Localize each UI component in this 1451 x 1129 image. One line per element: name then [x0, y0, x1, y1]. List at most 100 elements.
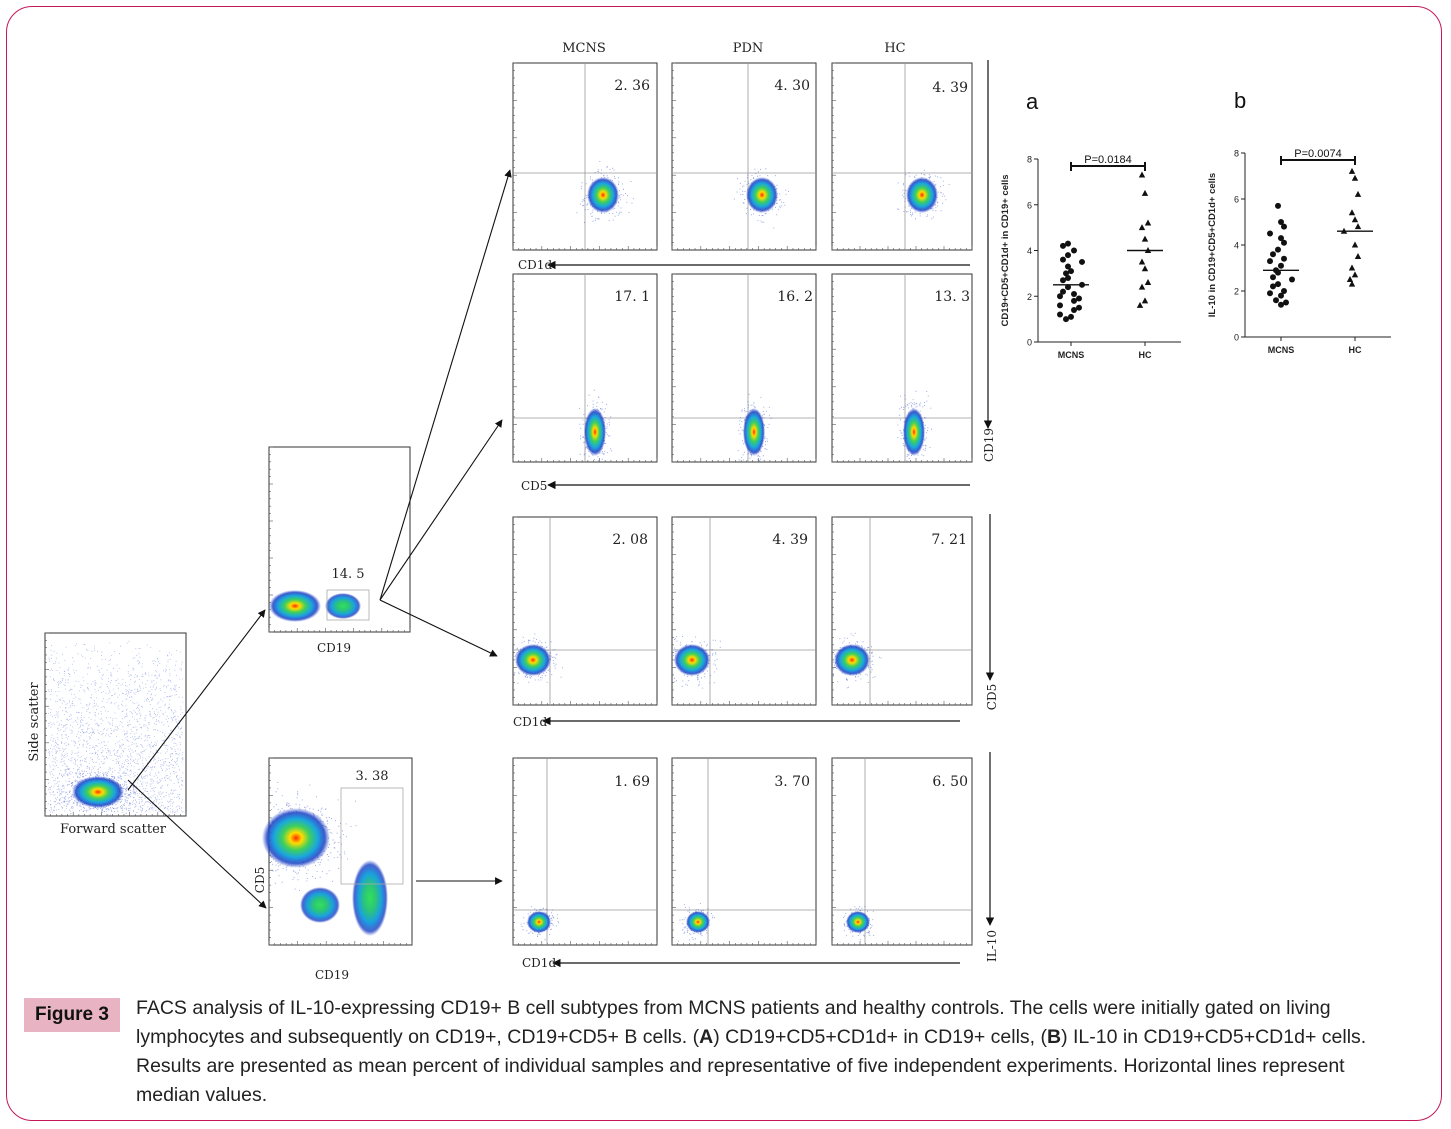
dotplot-ylabel: IL-10 in CD19+CD5+CD1d+ cells: [1207, 173, 1218, 317]
dotplot-point: [1136, 301, 1144, 308]
dotplot-b: b 0 2 4 6 8 MCNS HC IL-10 in CD19+CD5+CD1d+ cell…: [1207, 88, 1391, 355]
dotplot-point: [1348, 167, 1356, 174]
dotplot-point: [1071, 297, 1077, 304]
caption-bold-a: A: [699, 1026, 714, 1048]
dotplot-a: a 0 2 4 6 8 MCNS HC CD19+CD5+CD1d+ in CD19+ cell…: [1000, 89, 1181, 360]
dotplot-point: [1071, 290, 1077, 297]
dotplot-point: [1348, 264, 1356, 271]
value-r1-hc: 4. 39: [932, 80, 968, 96]
dotplot-point: [1138, 171, 1146, 178]
caption-bold-b: B: [1047, 1026, 1062, 1048]
dotplot-point: [1281, 239, 1287, 246]
facs-panel-r1-pdn: [671, 62, 817, 251]
dotplot-point: [1076, 304, 1082, 311]
dotplot-point: [1138, 224, 1146, 231]
dotplot-ytick-label: 6: [1234, 195, 1239, 205]
cd5-cd19-panel: [262, 757, 413, 946]
dotplot-point: [1057, 293, 1063, 300]
dotplot-point: [1071, 247, 1077, 254]
dotplot-point: [1354, 253, 1362, 259]
facs-panel-r2-pdn: [671, 273, 817, 463]
dotplot-point: [1144, 279, 1152, 286]
dotplot-ytick-label: 8: [1234, 149, 1239, 159]
dotplot-ytick-label: 6: [1027, 200, 1032, 210]
cd19-gate-xlabel: CD19: [317, 641, 351, 655]
cd5cd19-xlabel: CD19: [315, 968, 349, 982]
ssc-ylabel: Side scatter: [27, 682, 42, 762]
dotplot-point: [1348, 280, 1356, 287]
facs-panel-r3-pdn: [671, 516, 817, 706]
dotplot-point: [1351, 216, 1359, 223]
dotplot-point: [1057, 311, 1063, 318]
figure-tag: Figure 3: [24, 998, 120, 1032]
value-r4-hc: 6. 50: [932, 774, 968, 790]
gating-arrow-4: [379, 419, 503, 601]
row3-ylabel: CD5: [985, 684, 999, 710]
dotplot-point: [1141, 265, 1149, 272]
dotplot-point: [1060, 288, 1066, 295]
gating-arrow-5: [379, 599, 498, 657]
dotplot-point: [1065, 284, 1071, 291]
dotplot-point: [1063, 316, 1069, 323]
dotplot-point: [1065, 274, 1071, 281]
row2-xlabel: CD5: [521, 479, 547, 493]
dotplot-point: [1060, 242, 1066, 249]
dotplot-ylabel: CD19+CD5+CD1d+ in CD19+ cells: [1000, 174, 1011, 326]
dotplot-point: [1278, 301, 1284, 308]
row1-ylabel: CD19: [982, 428, 996, 462]
dotplot-xtick-label: MCNS: [1058, 350, 1085, 360]
dotplot-point: [1281, 223, 1287, 230]
dotplot-point: [1060, 277, 1066, 284]
dotplot-point: [1079, 258, 1085, 265]
dotplot-point: [1144, 219, 1152, 226]
dotplot-point: [1283, 299, 1289, 306]
dotplot-panel-label: b: [1234, 88, 1246, 113]
gating-panels: [44, 446, 413, 946]
facs-panel-r3-mcns: [512, 516, 658, 706]
dotplot-point: [1281, 288, 1287, 294]
caption-part1: FACS analysis of IL-10-expressing CD19+ …: [136, 997, 1331, 1048]
dotplot-point: [1138, 283, 1146, 290]
dotplot-point: [1267, 290, 1273, 297]
dotplot-point: [1278, 219, 1284, 225]
dotplot-ytick-label: 2: [1027, 292, 1032, 302]
cd19-gate-value: 14. 5: [331, 567, 364, 582]
dotplot-pvalue: P=0.0074: [1294, 148, 1341, 160]
dotplot-point: [1275, 202, 1281, 209]
dotplot-point: [1267, 258, 1273, 265]
row4-ylabel: IL-10: [985, 930, 999, 962]
facs-panel-r4-mcns: [512, 757, 658, 946]
fsc-ssc-panel: [44, 632, 187, 817]
facs-panel-r2-hc: [831, 273, 973, 463]
dotplot-point: [1065, 252, 1071, 259]
dotplot-ytick-label: 4: [1234, 241, 1239, 251]
dotplot-point: [1278, 292, 1284, 299]
dotplot-point: [1281, 255, 1287, 262]
dotplot-point: [1278, 235, 1284, 242]
dotplot-point: [1141, 189, 1149, 196]
dotplot-point: [1068, 313, 1074, 320]
gating-arrow-3: [379, 169, 512, 601]
dotplot-point: [1354, 223, 1362, 230]
dotplot-point: [1351, 241, 1359, 248]
facs-panel-r4-pdn: [671, 757, 817, 946]
facs-panel-r1-mcns: [512, 62, 658, 251]
dotplot-xtick-label: HC: [1349, 345, 1362, 355]
value-r2-mcns: 17. 1: [614, 289, 650, 305]
value-r1-mcns: 2. 36: [614, 78, 650, 94]
facs-panel-r2-mcns: [512, 273, 658, 463]
dotplot-xtick-label: HC: [1139, 350, 1152, 360]
dotplot-point: [1060, 256, 1066, 263]
facs-panel-r4-hc: [831, 757, 973, 946]
dotplot-point: [1065, 263, 1071, 270]
dotplot-point: [1141, 235, 1149, 242]
dotplot-ytick-label: 2: [1234, 287, 1239, 297]
value-r4-mcns: 1. 69: [614, 774, 650, 790]
dotplot-point: [1273, 297, 1279, 304]
gating-arrow-2: [127, 779, 267, 909]
dotplot-ytick-label: 0: [1234, 333, 1239, 343]
dotplot-ytick-label: 8: [1027, 155, 1032, 165]
value-r3-mcns: 2. 08: [612, 532, 648, 548]
cd5cd19-gate-value: 3. 38: [355, 769, 388, 784]
dotplot-ytick-label: 0: [1027, 338, 1032, 348]
